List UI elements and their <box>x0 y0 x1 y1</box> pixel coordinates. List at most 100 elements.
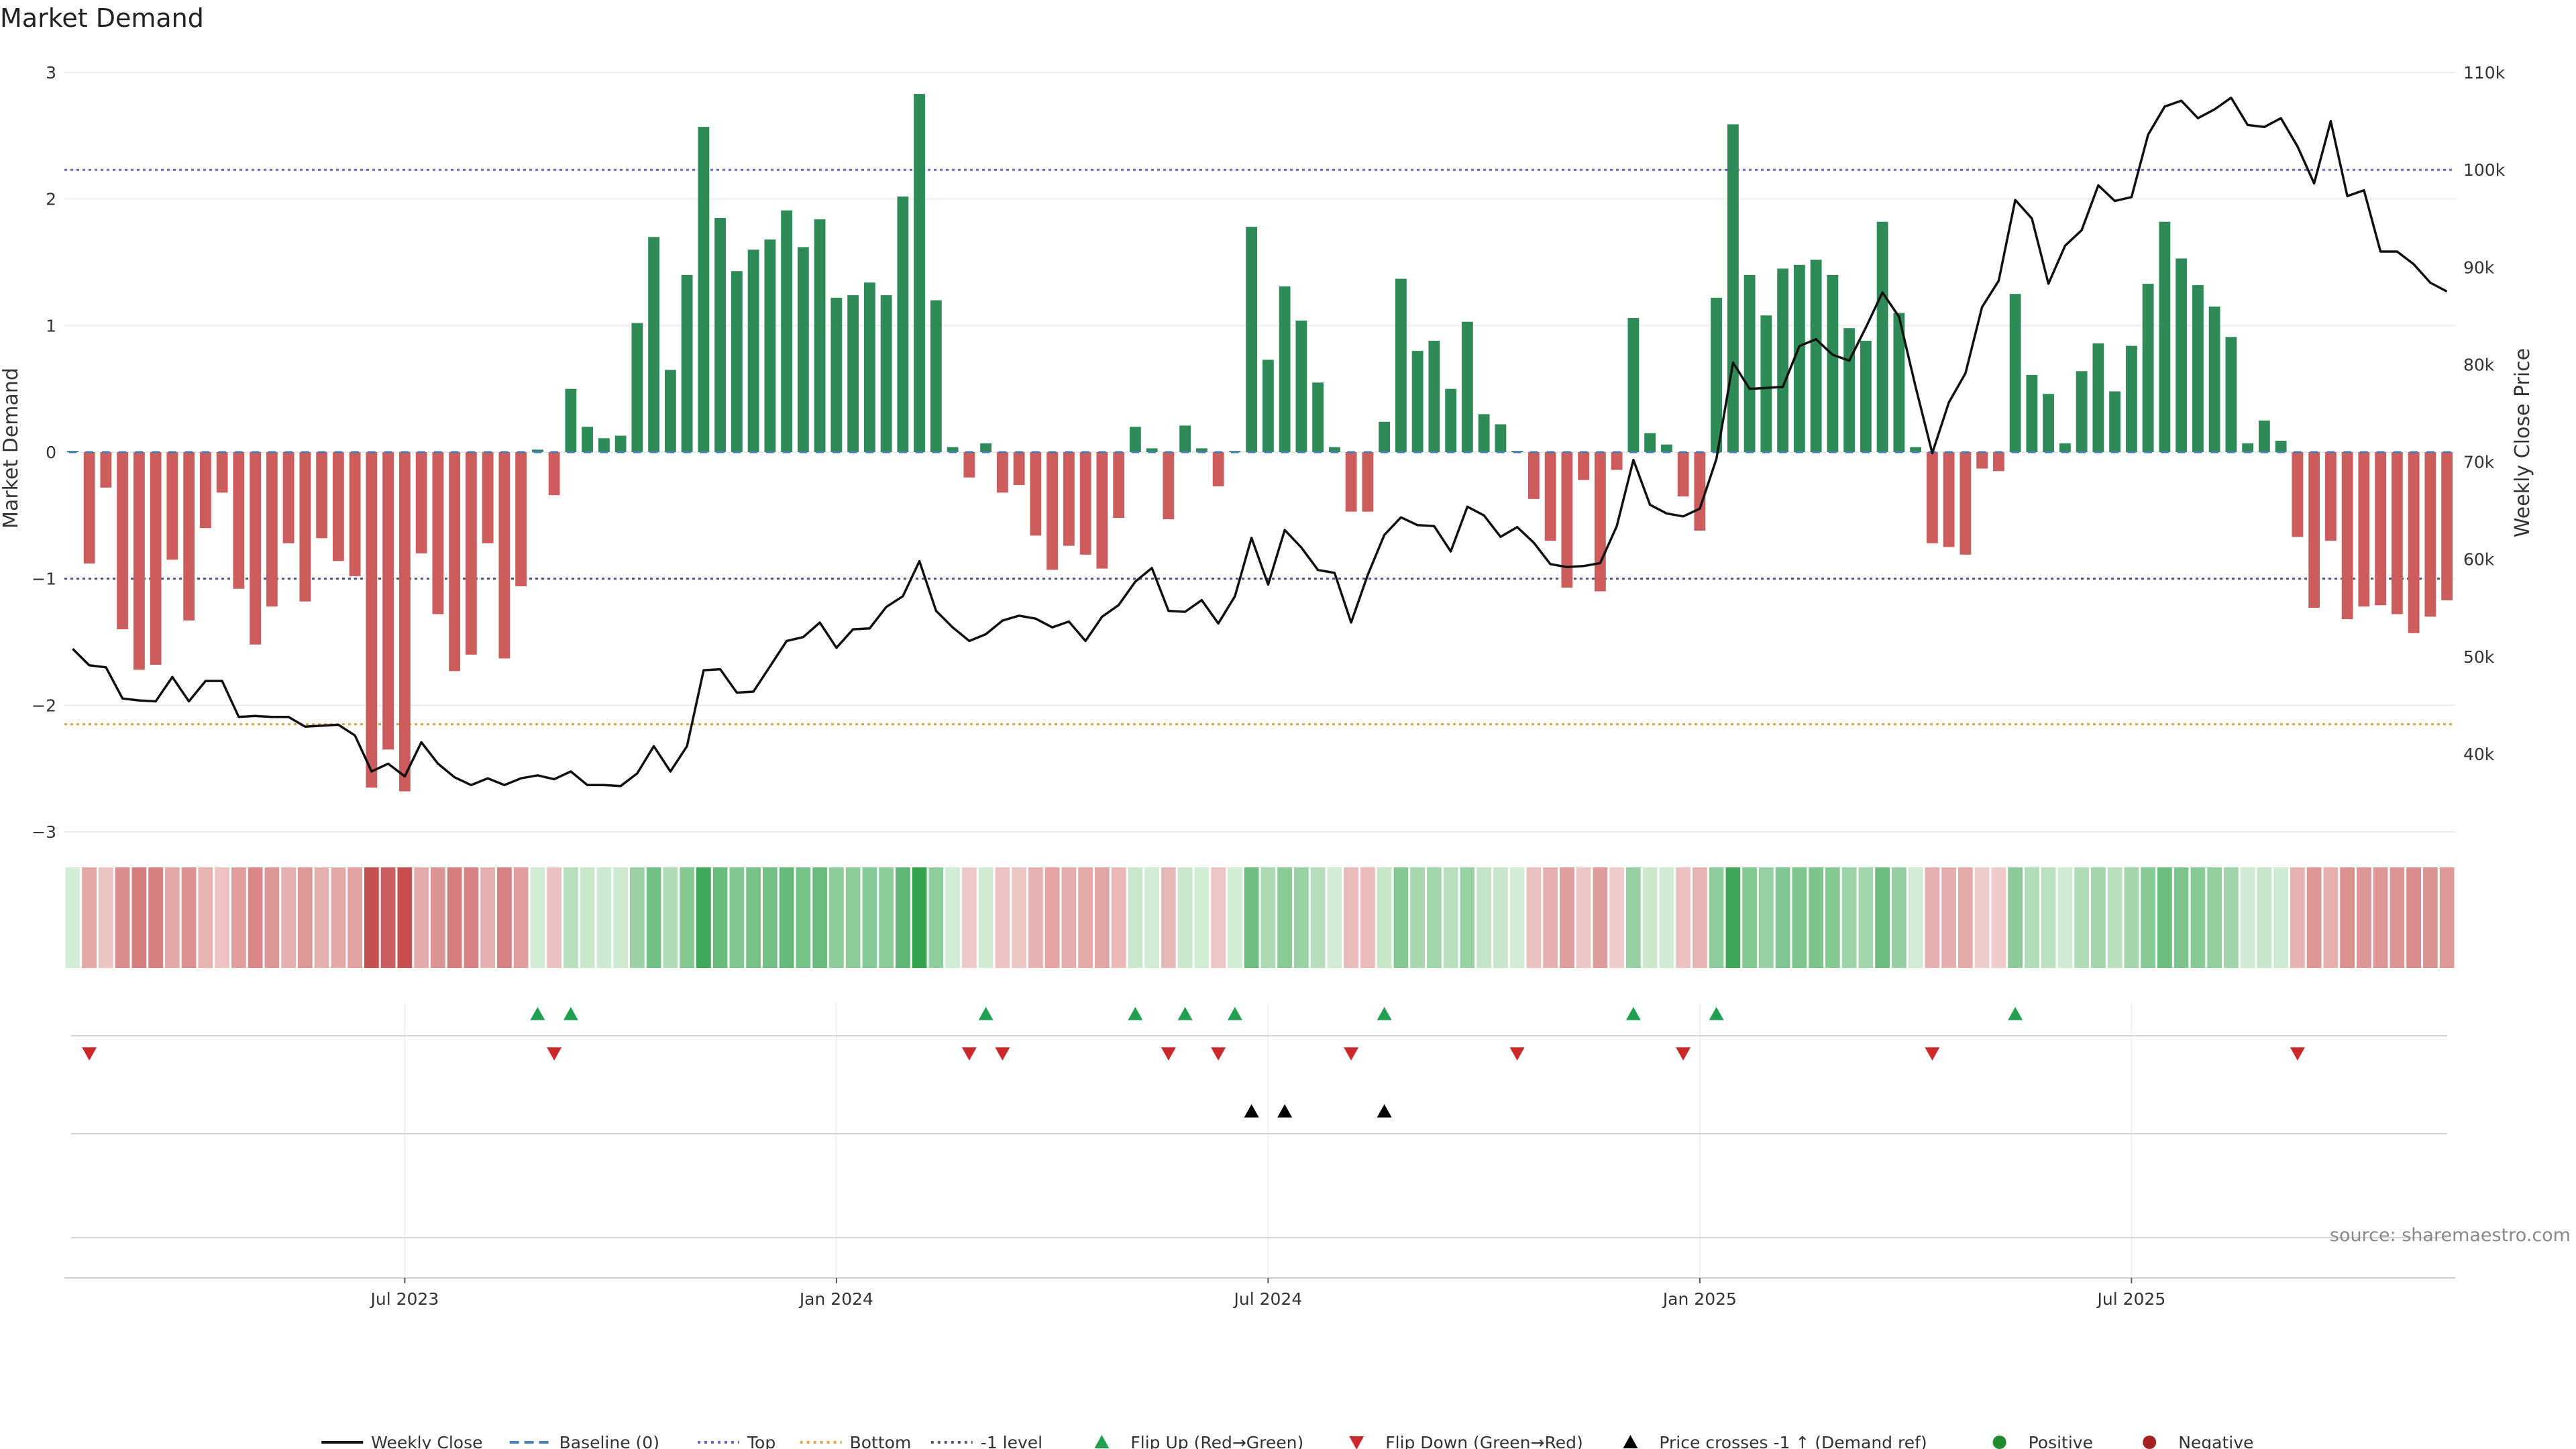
demand-bar <box>2026 374 2038 452</box>
demand-bar <box>150 452 162 665</box>
demand-bar <box>914 94 926 452</box>
heat-cell <box>779 867 794 968</box>
heat-cell <box>1775 867 1790 968</box>
heat-cell <box>1759 867 1774 968</box>
heat-cell <box>2273 867 2288 968</box>
heat-cell <box>2290 867 2305 968</box>
heat-cell <box>829 867 844 968</box>
demand-bar <box>1611 452 1623 470</box>
heat-cell <box>978 867 994 968</box>
demand-bar <box>565 388 577 452</box>
heat-cell <box>1327 867 1342 968</box>
demand-bar <box>1760 315 1772 452</box>
demand-bar <box>2391 452 2403 614</box>
heat-cell <box>1161 867 1176 968</box>
demand-bar <box>1312 382 1324 452</box>
demand-bar <box>963 452 975 478</box>
demand-bar <box>1943 452 1955 547</box>
heat-cell <box>1693 867 1707 968</box>
heat-cell <box>2041 867 2056 968</box>
chart-legend: Weekly Close Baseline (0) Top Bottom -1 leve… <box>321 1433 2253 1449</box>
heat-cell <box>928 867 944 968</box>
demand-bar <box>1146 448 1158 452</box>
heat-cell <box>131 867 147 968</box>
flip-up-marker <box>1177 1007 1193 1020</box>
demand-bar <box>1644 433 1656 452</box>
flip-down-marker <box>1925 1047 1940 1061</box>
heat-cell <box>1991 867 2006 968</box>
flip-down-marker <box>1211 1047 1226 1061</box>
left-tick-label: −2 <box>32 696 56 715</box>
demand-bar <box>714 217 727 452</box>
heat-cell <box>148 867 163 968</box>
heat-cell <box>1841 867 1857 968</box>
price-line-layer <box>72 96 2448 788</box>
demand-bar <box>100 452 112 488</box>
heat-cell <box>2025 867 2039 968</box>
flip-down-marker <box>1509 1047 1525 1061</box>
heat-cell <box>1809 867 1823 968</box>
heat-cell <box>547 867 561 968</box>
flip-down-marker <box>2290 1047 2305 1061</box>
demand-bar <box>1063 452 1075 546</box>
heat-cell <box>2190 867 2206 968</box>
heat-cell <box>530 867 545 968</box>
legend-item-weekly_close: Weekly Close <box>321 1433 482 1449</box>
heat-cell <box>1360 867 1375 968</box>
demand-bar <box>2076 371 2088 452</box>
right-axis-label: Weekly Close Price <box>2511 348 2534 537</box>
heat-cell <box>1012 867 1026 968</box>
heat-cell <box>812 867 827 968</box>
demand-bar <box>1345 452 1357 512</box>
heat-cell <box>1344 867 1358 968</box>
heat-cell <box>1593 867 1608 968</box>
demand-bar <box>233 452 245 589</box>
heat-cell <box>347 867 362 968</box>
demand-bar <box>814 219 826 452</box>
right-tick-label: 80k <box>2463 355 2495 374</box>
heat-cell <box>1792 867 1807 968</box>
heat-cell <box>1128 867 1143 968</box>
heat-cell <box>912 867 927 968</box>
heat-cell <box>1460 867 1475 968</box>
demand-bar <box>648 237 660 452</box>
legend-item-positive: Positive <box>1992 1433 2093 1449</box>
heat-cell <box>115 867 130 968</box>
heat-cell <box>2074 867 2089 968</box>
heat-cell <box>2357 867 2371 968</box>
event-marker-panels <box>64 1003 2455 1279</box>
right-tick-label: 90k <box>2463 258 2495 277</box>
demand-bar <box>1262 360 1274 452</box>
demand-bar <box>1711 297 1723 452</box>
demand-bar <box>432 452 444 614</box>
price-cross-marker <box>1244 1104 1259 1118</box>
right-axis-ticks: 110k 100k 90k 80k 70k 60k 50k 40k <box>2463 63 2506 764</box>
legend-label: Negative <box>2178 1433 2253 1449</box>
legend-label: Price crosses -1 ↑ (Demand ref) <box>1659 1433 1927 1449</box>
demand-bar <box>515 452 527 586</box>
demand-bar <box>216 452 228 493</box>
left-axis-label: Market Demand <box>0 368 23 529</box>
demand-bar <box>316 452 328 539</box>
heat-cell <box>198 867 213 968</box>
heat-cell <box>1244 867 1259 968</box>
threshold-lines <box>64 168 2455 726</box>
heat-cell <box>431 867 445 968</box>
demand-bar <box>415 452 427 553</box>
demand-bar <box>349 452 361 576</box>
heat-cell <box>1061 867 1077 968</box>
heat-cell <box>1310 867 1326 968</box>
legend-label: Flip Up (Red→Green) <box>1130 1433 1303 1449</box>
demand-bar <box>398 452 411 792</box>
demand-bar <box>282 452 294 543</box>
demand-bar <box>631 323 643 452</box>
heat-cell <box>1925 867 1940 968</box>
flip-down-marker <box>961 1047 977 1061</box>
price-cross-marker <box>1277 1104 1293 1118</box>
flip-down-marker <box>1676 1047 1691 1061</box>
demand-bar <box>1212 452 1224 486</box>
heat-cell <box>2057 867 2073 968</box>
demand-bar <box>980 443 992 452</box>
heat-cell <box>464 867 479 968</box>
demand-bars <box>66 94 2453 792</box>
